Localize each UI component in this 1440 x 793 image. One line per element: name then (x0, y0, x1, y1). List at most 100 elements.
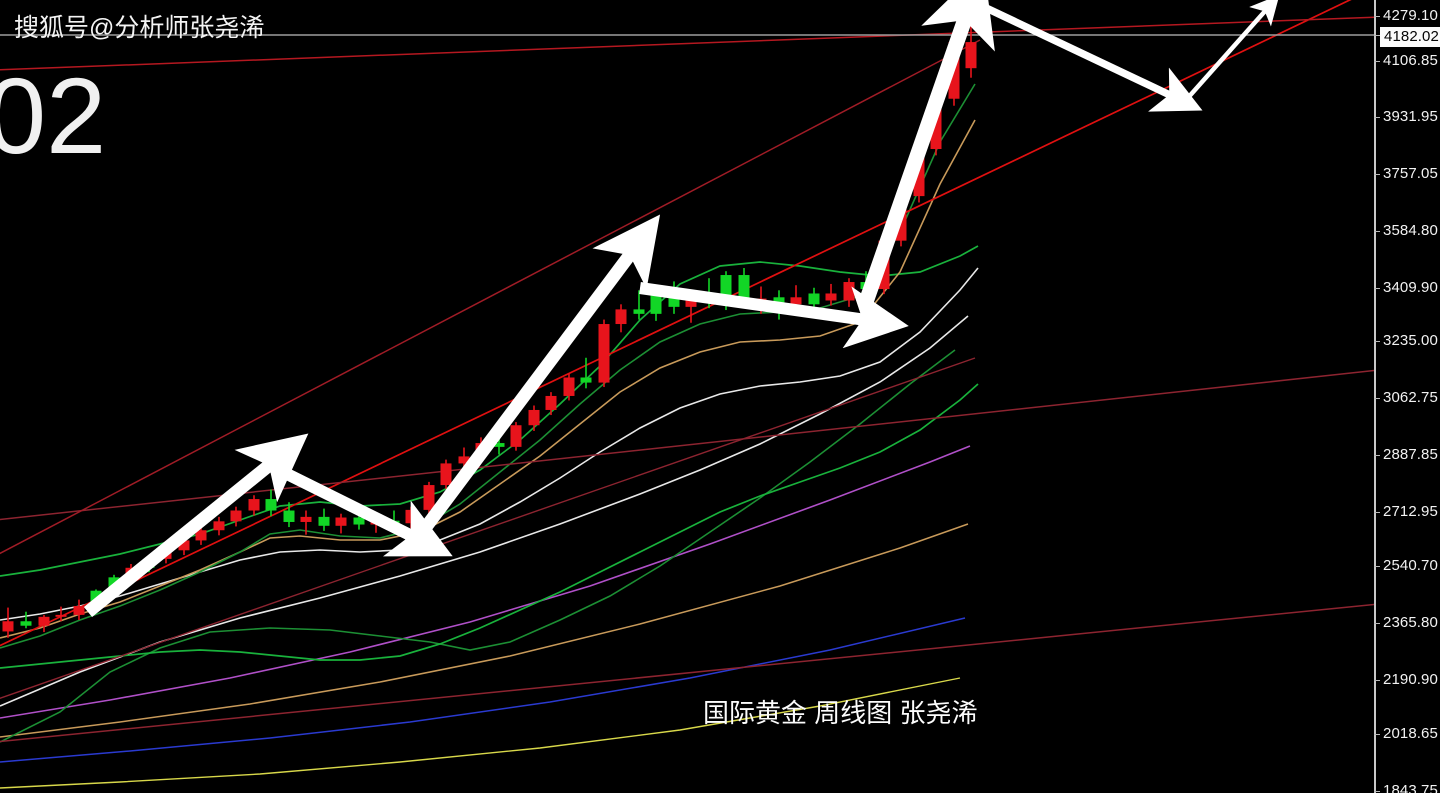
candle-body (615, 309, 627, 325)
trendline-bright-red-rising (0, 0, 1352, 647)
price-axis-tick (1374, 117, 1380, 118)
price-axis-label: 2540.70 (1383, 557, 1438, 574)
price-axis-label: 3062.75 (1383, 389, 1438, 406)
candle-body (913, 149, 925, 197)
candle-body (108, 577, 120, 591)
candle-body (405, 509, 417, 524)
candle-body (563, 377, 575, 396)
trendline-channel-lower (0, 603, 1374, 743)
ma-500-line (0, 677, 961, 789)
price-axis[interactable]: 4279.10 4182.02 4106.85 3931.95 3757.05 3584.… (1374, 0, 1440, 793)
candle-body (580, 377, 592, 383)
price-axis-label: 3931.95 (1383, 108, 1438, 125)
candle-body (195, 530, 207, 541)
candle-body (230, 510, 242, 522)
candle-body (423, 485, 435, 510)
candle-body (668, 294, 680, 307)
price-axis-tick (1374, 61, 1380, 62)
current-price-label: 4182.02 (1380, 27, 1440, 47)
candlestick-svg (0, 0, 1374, 789)
candle-body (213, 521, 225, 531)
background-big-number: 02 (0, 55, 107, 176)
watermark-text: 搜狐号@分析师张尧浠 (14, 14, 265, 42)
candle-body (458, 456, 470, 464)
price-axis-tick (1374, 16, 1380, 17)
price-axis-tick (1374, 734, 1380, 735)
trendline-mid-red (0, 357, 976, 699)
ma-long-green-line (0, 349, 956, 743)
candle-body (965, 42, 977, 69)
price-axis-label: 4279.10 (1383, 7, 1438, 24)
candle-body (528, 409, 540, 426)
candle-body (790, 297, 802, 305)
candle-body (878, 240, 890, 290)
price-axis-tick (1374, 512, 1380, 513)
price-axis-label: 2365.80 (1383, 614, 1438, 631)
candle-body (510, 425, 522, 447)
candle-series (2, 13, 977, 638)
candle-body (930, 98, 942, 150)
candle-body (598, 324, 610, 383)
price-axis-tick (1374, 680, 1380, 681)
candle-body (843, 282, 855, 301)
price-axis-label: 4106.85 (1383, 52, 1438, 69)
candle-body (353, 517, 365, 525)
candle-body (388, 520, 400, 524)
candle-body (370, 520, 382, 525)
price-axis-tick (1374, 455, 1380, 456)
candle-body (160, 550, 172, 559)
price-axis-label: 2190.90 (1383, 671, 1438, 688)
price-axis-tick (1374, 231, 1380, 232)
price-chart-plot[interactable] (0, 0, 1374, 793)
candle-body (73, 605, 85, 615)
candle-body (720, 275, 732, 304)
candle-body (475, 443, 487, 457)
candle-body (440, 463, 452, 486)
candle-body (773, 297, 785, 307)
candle-body (895, 196, 907, 241)
ma-120-line (0, 523, 969, 738)
candle-body (318, 516, 330, 526)
candle-body (948, 42, 960, 99)
candle-body (55, 614, 67, 617)
candle-body (825, 293, 837, 301)
candle-body (248, 499, 260, 511)
candle-body (808, 293, 820, 305)
candle-body (685, 297, 697, 307)
price-axis-tick (1374, 288, 1380, 289)
price-axis-label: 3235.00 (1383, 332, 1438, 349)
candle-body (335, 517, 347, 526)
price-axis-line (1374, 0, 1376, 793)
price-axis-label: 3409.90 (1383, 279, 1438, 296)
candle-body (20, 621, 32, 626)
candle-body (633, 309, 645, 314)
candle-body (300, 516, 312, 522)
candle-body (755, 298, 767, 307)
candle-body (650, 294, 662, 314)
candle-body (90, 590, 102, 606)
price-axis-label: 1843.75 (1383, 782, 1438, 793)
price-axis-tick (1374, 623, 1380, 624)
candle-body (545, 395, 557, 410)
price-axis-label: 2018.65 (1383, 725, 1438, 742)
ma-250-line (0, 617, 966, 763)
ma-purple-line (0, 445, 971, 719)
price-axis-label: 2887.85 (1383, 446, 1438, 463)
price-axis-tick (1374, 791, 1380, 792)
bollinger-lower-band (0, 383, 979, 669)
price-axis-label: 3757.05 (1383, 165, 1438, 182)
price-axis-label: 2712.95 (1383, 503, 1438, 520)
candle-body (738, 275, 750, 299)
price-axis-tick (1374, 35, 1380, 36)
candle-body (493, 443, 505, 447)
candle-body (860, 282, 872, 290)
price-axis-tick (1374, 341, 1380, 342)
candle-body (143, 558, 155, 568)
chart-caption: 国际黄金 周线图 张尧浠 (703, 698, 978, 728)
candle-body (265, 499, 277, 511)
price-axis-tick (1374, 174, 1380, 175)
candle-body (703, 297, 715, 304)
price-axis-label: 3584.80 (1383, 222, 1438, 239)
candle-body (38, 616, 50, 626)
